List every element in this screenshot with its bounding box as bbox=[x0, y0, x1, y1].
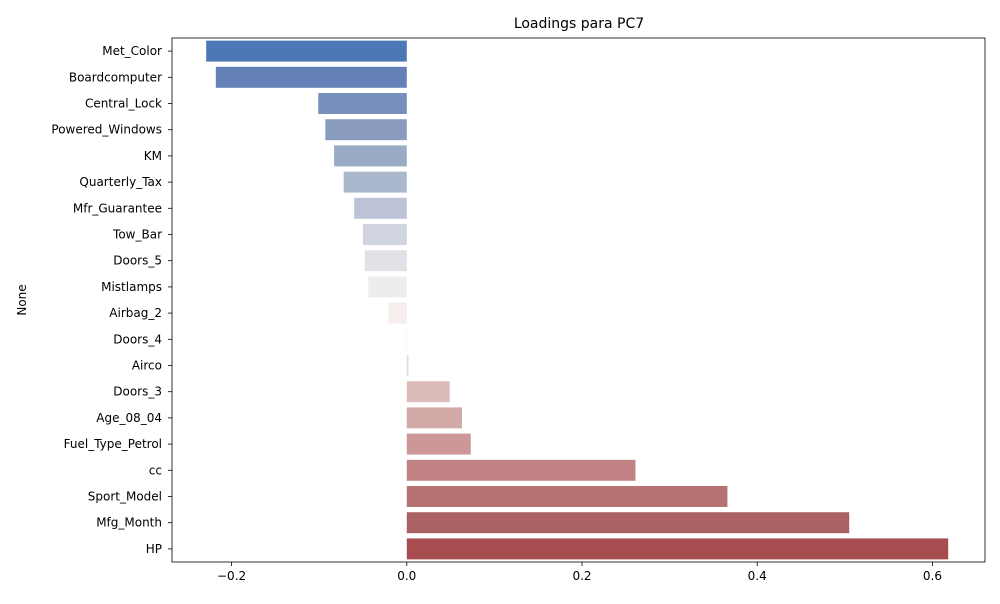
x-tick-label: 0.4 bbox=[748, 569, 767, 583]
y-tick-label: KM bbox=[144, 149, 162, 163]
y-tick-label: Met_Color bbox=[102, 44, 162, 58]
bar-HP bbox=[406, 538, 949, 560]
bar-Quarterly_Tax bbox=[343, 171, 407, 193]
y-tick-label: Age_08_04 bbox=[96, 411, 162, 425]
x-tick-label: −0.2 bbox=[217, 569, 246, 583]
bar-cc bbox=[406, 459, 636, 481]
bar-Central_Lock bbox=[318, 93, 407, 114]
y-tick-label: Airco bbox=[132, 359, 162, 373]
bar-Mistlamps bbox=[368, 276, 407, 298]
y-tick-label: Mistlamps bbox=[101, 280, 162, 294]
bar-Doors_3 bbox=[406, 381, 450, 403]
y-tick-label: Powered_Windows bbox=[51, 123, 162, 137]
bar-Sport_Model bbox=[406, 486, 728, 507]
y-tick-label: Mfr_Guarantee bbox=[73, 201, 162, 215]
y-tick-label: Sport_Model bbox=[88, 490, 162, 504]
y-tick-label: Airbag_2 bbox=[109, 306, 162, 320]
y-tick-label: Mfg_Month bbox=[96, 516, 162, 530]
bar-Airco bbox=[406, 355, 409, 376]
y-tick-label: Doors_5 bbox=[113, 254, 162, 268]
y-tick-label: Fuel_Type_Petrol bbox=[64, 437, 162, 451]
x-tick-label: 0.6 bbox=[923, 569, 942, 583]
plot-frame bbox=[171, 37, 986, 563]
bar-Doors_5 bbox=[364, 250, 407, 272]
bar-Age_08_04 bbox=[406, 407, 462, 429]
x-tick-label: 0.0 bbox=[397, 569, 416, 583]
bar-Fuel_Type_Petrol bbox=[406, 433, 471, 455]
x-tick-label: 0.2 bbox=[572, 569, 591, 583]
y-tick-label: cc bbox=[149, 463, 162, 477]
y-tick-label: Central_Lock bbox=[85, 97, 162, 111]
y-axis-label: None bbox=[15, 284, 29, 315]
bar-Doors_4 bbox=[405, 328, 407, 350]
bar-Airbag_2 bbox=[388, 302, 407, 324]
bar-Tow_Bar bbox=[362, 224, 407, 245]
y-tick-label: HP bbox=[146, 542, 162, 556]
chart-title: Loadings para PC7 bbox=[514, 16, 644, 32]
bar-Met_Color bbox=[206, 40, 407, 62]
bar-Mfg_Month bbox=[406, 512, 850, 534]
y-tick-label: Doors_4 bbox=[113, 332, 162, 346]
bar-Powered_Windows bbox=[325, 119, 407, 141]
bar-Boardcomputer bbox=[215, 66, 407, 88]
axes-layer: Met_Color Boardcomputer Central_Lock Powere… bbox=[51, 37, 986, 583]
y-tick-label: Boardcomputer bbox=[69, 70, 162, 84]
bar-Mfr_Guarantee bbox=[354, 197, 407, 219]
bars-layer bbox=[206, 40, 949, 560]
y-tick-label: Tow_Bar bbox=[112, 228, 162, 242]
bar-KM bbox=[334, 145, 407, 167]
y-tick-label: Quarterly_Tax bbox=[79, 175, 162, 189]
y-tick-label: Doors_3 bbox=[113, 385, 162, 399]
